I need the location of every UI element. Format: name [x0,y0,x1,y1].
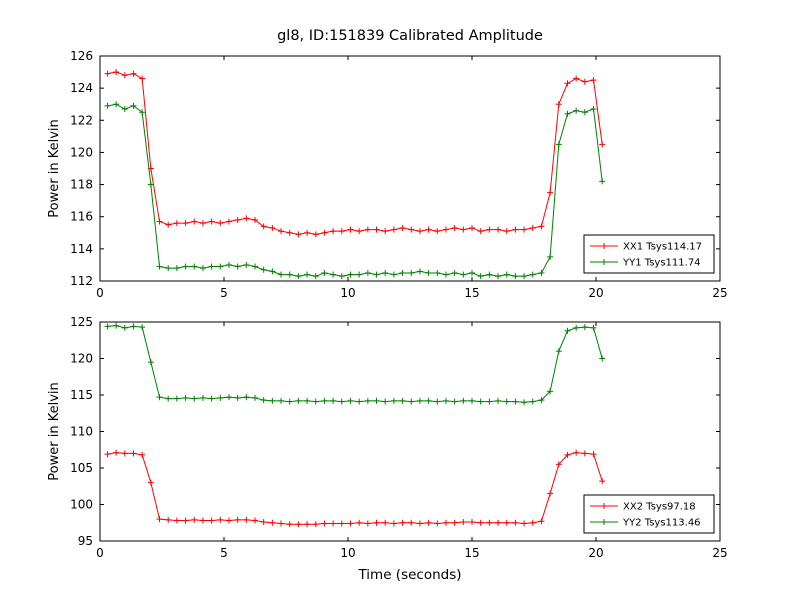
y-axis-label: Power in Kelvin [47,119,62,217]
plus-markers [104,449,606,528]
y-tick-label: 114 [70,242,93,256]
series-yy2 [104,322,606,406]
x-tick-label: 0 [96,286,104,300]
plus-markers [104,322,606,406]
series-xx1 [104,69,606,238]
x-tick-label: 0 [96,546,104,560]
y-tick-label: 115 [70,388,93,402]
bottom-subplot-legend: XX2 Tsys97.18 YY2 Tsys113.46 [583,494,715,534]
series-xx2 [104,449,606,528]
y-tick-label: 120 [70,145,93,159]
x-tick-label: 25 [712,286,727,300]
x-tick-label: 15 [464,286,479,300]
y-tick-label: 126 [70,49,93,63]
x-axis-label: Time (seconds) [357,567,461,583]
legend-entry-label: XX2 Tsys97.18 [623,502,696,513]
y-tick-label: 118 [70,178,93,192]
legend-entry-label: XX1 Tsys114.17 [623,242,702,253]
x-tick-label: 5 [220,546,228,560]
bottom-subplot: 0 5 10 15 20 25 95 100 105 110 115 120 125 Power in K… [47,315,728,583]
y-tick-label: 100 [70,498,93,512]
y-tick-label: 124 [70,81,93,95]
y-tick-label: 105 [70,461,93,475]
legend-box [583,234,715,274]
x-tick-label: 25 [712,546,727,560]
y-tick-label: 112 [70,274,93,288]
y-axis-label: Power in Kelvin [47,382,62,480]
x-tick-label: 20 [588,546,603,560]
legend-entry-label: YY2 Tsys113.46 [622,518,701,529]
y-tick-label: 125 [70,315,93,329]
x-tick-label: 20 [588,286,603,300]
legend-box [583,494,715,534]
top-subplot-legend: XX1 Tsys114.17 YY1 Tsys111.74 [583,234,715,274]
y-tick-label: 120 [70,352,93,366]
y-tick-label: 95 [78,534,93,548]
x-tick-label: 5 [220,286,228,300]
y-tick-label: 122 [70,113,93,127]
x-tick-label: 10 [340,286,355,300]
plus-markers [104,101,606,280]
chart-title: gl8, ID:151839 Calibrated Amplitude [277,28,543,44]
plus-markers [104,69,606,238]
series-yy1 [104,101,606,280]
x-tick-label: 10 [340,546,355,560]
x-tick-label: 15 [464,546,479,560]
legend-entry-label: YY1 Tsys111.74 [622,258,701,269]
top-subplot: 0 5 10 15 20 25 112 114 116 118 120 122 124 126 Power … [47,49,728,300]
y-tick-label: 116 [70,210,93,224]
y-tick-label: 110 [70,425,93,439]
